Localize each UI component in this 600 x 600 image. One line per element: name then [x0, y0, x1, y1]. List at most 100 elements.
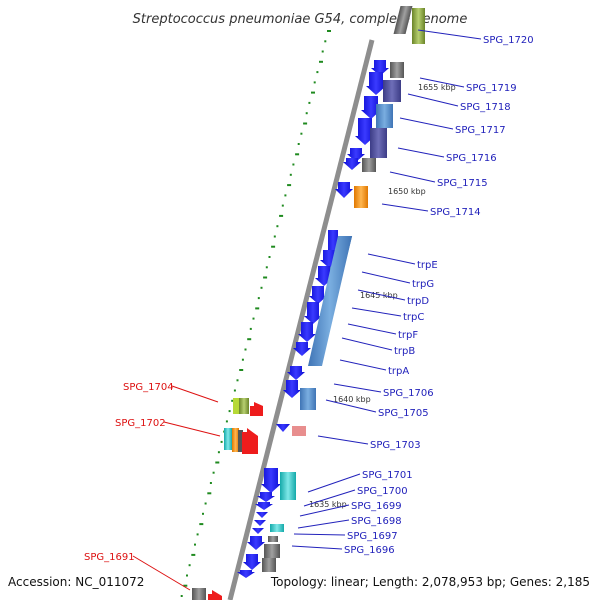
gene-label-spg1716[interactable]: SPG_1716	[446, 153, 497, 164]
gene-label-trpa[interactable]: trpA	[388, 366, 409, 377]
gene-spg1691-red[interactable]	[208, 590, 222, 600]
gene-arrow[interactable]	[309, 286, 327, 304]
tick-mark	[300, 132, 303, 135]
gene-arrow[interactable]	[257, 492, 275, 502]
leader-line	[339, 359, 387, 371]
gene-label-trpd[interactable]: trpD	[407, 296, 429, 307]
gene-label-spg1691[interactable]: SPG_1691	[84, 552, 135, 563]
gene-arrow[interactable]	[366, 72, 386, 95]
gene-spg1702-red[interactable]	[242, 428, 258, 454]
gene-spg1701[interactable]	[280, 472, 296, 500]
gene-label-spg1720[interactable]: SPG_1720	[483, 35, 534, 46]
gene-label-spg1718[interactable]: SPG_1718	[460, 102, 511, 113]
gene-label-trpe[interactable]: trpE	[417, 260, 438, 271]
leader-line	[357, 289, 406, 301]
leader-line	[299, 504, 350, 517]
gene-grey-low[interactable]	[262, 558, 276, 572]
gene-arrow[interactable]	[252, 528, 264, 534]
gene-label-trpb[interactable]: trpB	[394, 346, 415, 357]
gene-arrow[interactable]	[243, 554, 261, 570]
gene-spg1715[interactable]	[354, 186, 368, 208]
gene-spg1716-b[interactable]	[362, 158, 376, 172]
gene-label-spg1699[interactable]: SPG_1699	[351, 501, 402, 512]
gene-label-spg1715[interactable]: SPG_1715	[437, 178, 488, 189]
gene-spg1705[interactable]	[300, 388, 316, 410]
tick-mark	[199, 523, 204, 526]
gene-arrow[interactable]	[298, 322, 316, 342]
gene-label-spg1703[interactable]: SPG_1703	[370, 440, 421, 451]
gene-spg1703[interactable]	[292, 426, 306, 436]
gene-spg1697[interactable]	[268, 536, 278, 542]
tick-mark	[212, 471, 215, 474]
leader-line	[303, 489, 356, 507]
gene-arrow[interactable]	[255, 502, 273, 510]
gene-label-spg1717[interactable]: SPG_1717	[455, 125, 506, 136]
leader-line	[347, 323, 397, 335]
kbp-ticks	[180, 30, 331, 597]
gene-label-spg1706[interactable]: SPG_1706	[383, 388, 434, 399]
gene-label-spg1697[interactable]: SPG_1697	[347, 531, 398, 542]
gene-spg1691-a[interactable]	[192, 588, 206, 600]
tick-mark	[260, 286, 263, 289]
gene-spg1702-c[interactable]	[238, 430, 243, 452]
leader-line	[381, 203, 429, 212]
gene-label-trpf[interactable]: trpF	[398, 330, 418, 341]
gene-spg1716[interactable]	[370, 128, 387, 158]
gene-label-spg1714[interactable]: SPG_1714	[430, 207, 481, 218]
gene-label-spg1719[interactable]: SPG_1719	[466, 83, 517, 94]
gene-spg1720-b[interactable]	[412, 8, 425, 44]
tick-mark	[265, 266, 268, 269]
gene-arrow[interactable]	[261, 468, 281, 493]
gene-arrow[interactable]	[254, 520, 266, 526]
scale-label-1645: 1645 kbp	[360, 291, 398, 300]
gene-arrow[interactable]	[283, 380, 301, 398]
gene-spg1696[interactable]	[264, 544, 280, 558]
gene-spg1719[interactable]	[390, 62, 404, 78]
tick-mark	[287, 184, 292, 187]
gene-label-spg1698[interactable]: SPG_1698	[351, 516, 402, 527]
leader-line	[171, 385, 219, 403]
gene-trp-block[interactable]	[308, 236, 352, 366]
gene-label-spg1705[interactable]: SPG_1705	[378, 408, 429, 419]
leader-line	[399, 117, 454, 130]
tick-mark	[319, 60, 323, 63]
gene-arrow[interactable]	[293, 342, 311, 356]
leader-line	[325, 399, 377, 413]
leader-line	[407, 93, 459, 107]
scale-labels: 1655 kbp 1650 kbp 1645 kbp 1640 kbp 1635…	[309, 83, 456, 509]
gene-label-trpg[interactable]: trpG	[412, 279, 434, 290]
leader-line	[341, 337, 393, 351]
gene-arrow[interactable]	[347, 148, 365, 162]
gene-spg1704-a[interactable]	[233, 398, 239, 414]
gene-spg1702-a[interactable]	[224, 428, 232, 450]
leader-line	[389, 171, 436, 183]
gene-spg1718[interactable]	[383, 80, 401, 102]
gene-label-spg1701[interactable]: SPG_1701	[362, 470, 413, 481]
gene-label-spg1700[interactable]: SPG_1700	[357, 486, 408, 497]
gene-label-spg1704[interactable]: SPG_1704	[123, 382, 174, 393]
tick-mark	[313, 81, 316, 84]
gene-spg1720-a[interactable]	[393, 6, 413, 34]
tick-mark	[191, 553, 196, 556]
tick-mark	[324, 40, 327, 43]
gene-arrow[interactable]	[304, 302, 322, 324]
gene-spg1702-b[interactable]	[232, 428, 239, 452]
gene-arrow[interactable]	[237, 570, 255, 578]
gene-arrow[interactable]	[276, 424, 290, 432]
gene-arrow[interactable]	[247, 536, 265, 550]
gene-spg1704-b[interactable]	[239, 398, 249, 414]
gene-label-spg1702[interactable]: SPG_1702	[115, 418, 166, 429]
tick-mark	[180, 595, 183, 597]
gene-arrow[interactable]	[343, 158, 361, 170]
tick-mark	[276, 225, 279, 228]
gene-arrow[interactable]	[256, 512, 268, 518]
gene-spg1704-red[interactable]	[250, 402, 263, 416]
gene-arrow[interactable]	[335, 182, 353, 198]
gene-spg1698[interactable]	[270, 524, 284, 532]
gene-arrow[interactable]	[287, 366, 305, 380]
tick-mark	[305, 112, 308, 115]
tick-mark	[239, 369, 244, 371]
gene-label-spg1696[interactable]: SPG_1696	[344, 545, 395, 556]
gene-spg1717[interactable]	[376, 104, 393, 128]
gene-label-trpc[interactable]: trpC	[403, 312, 424, 323]
